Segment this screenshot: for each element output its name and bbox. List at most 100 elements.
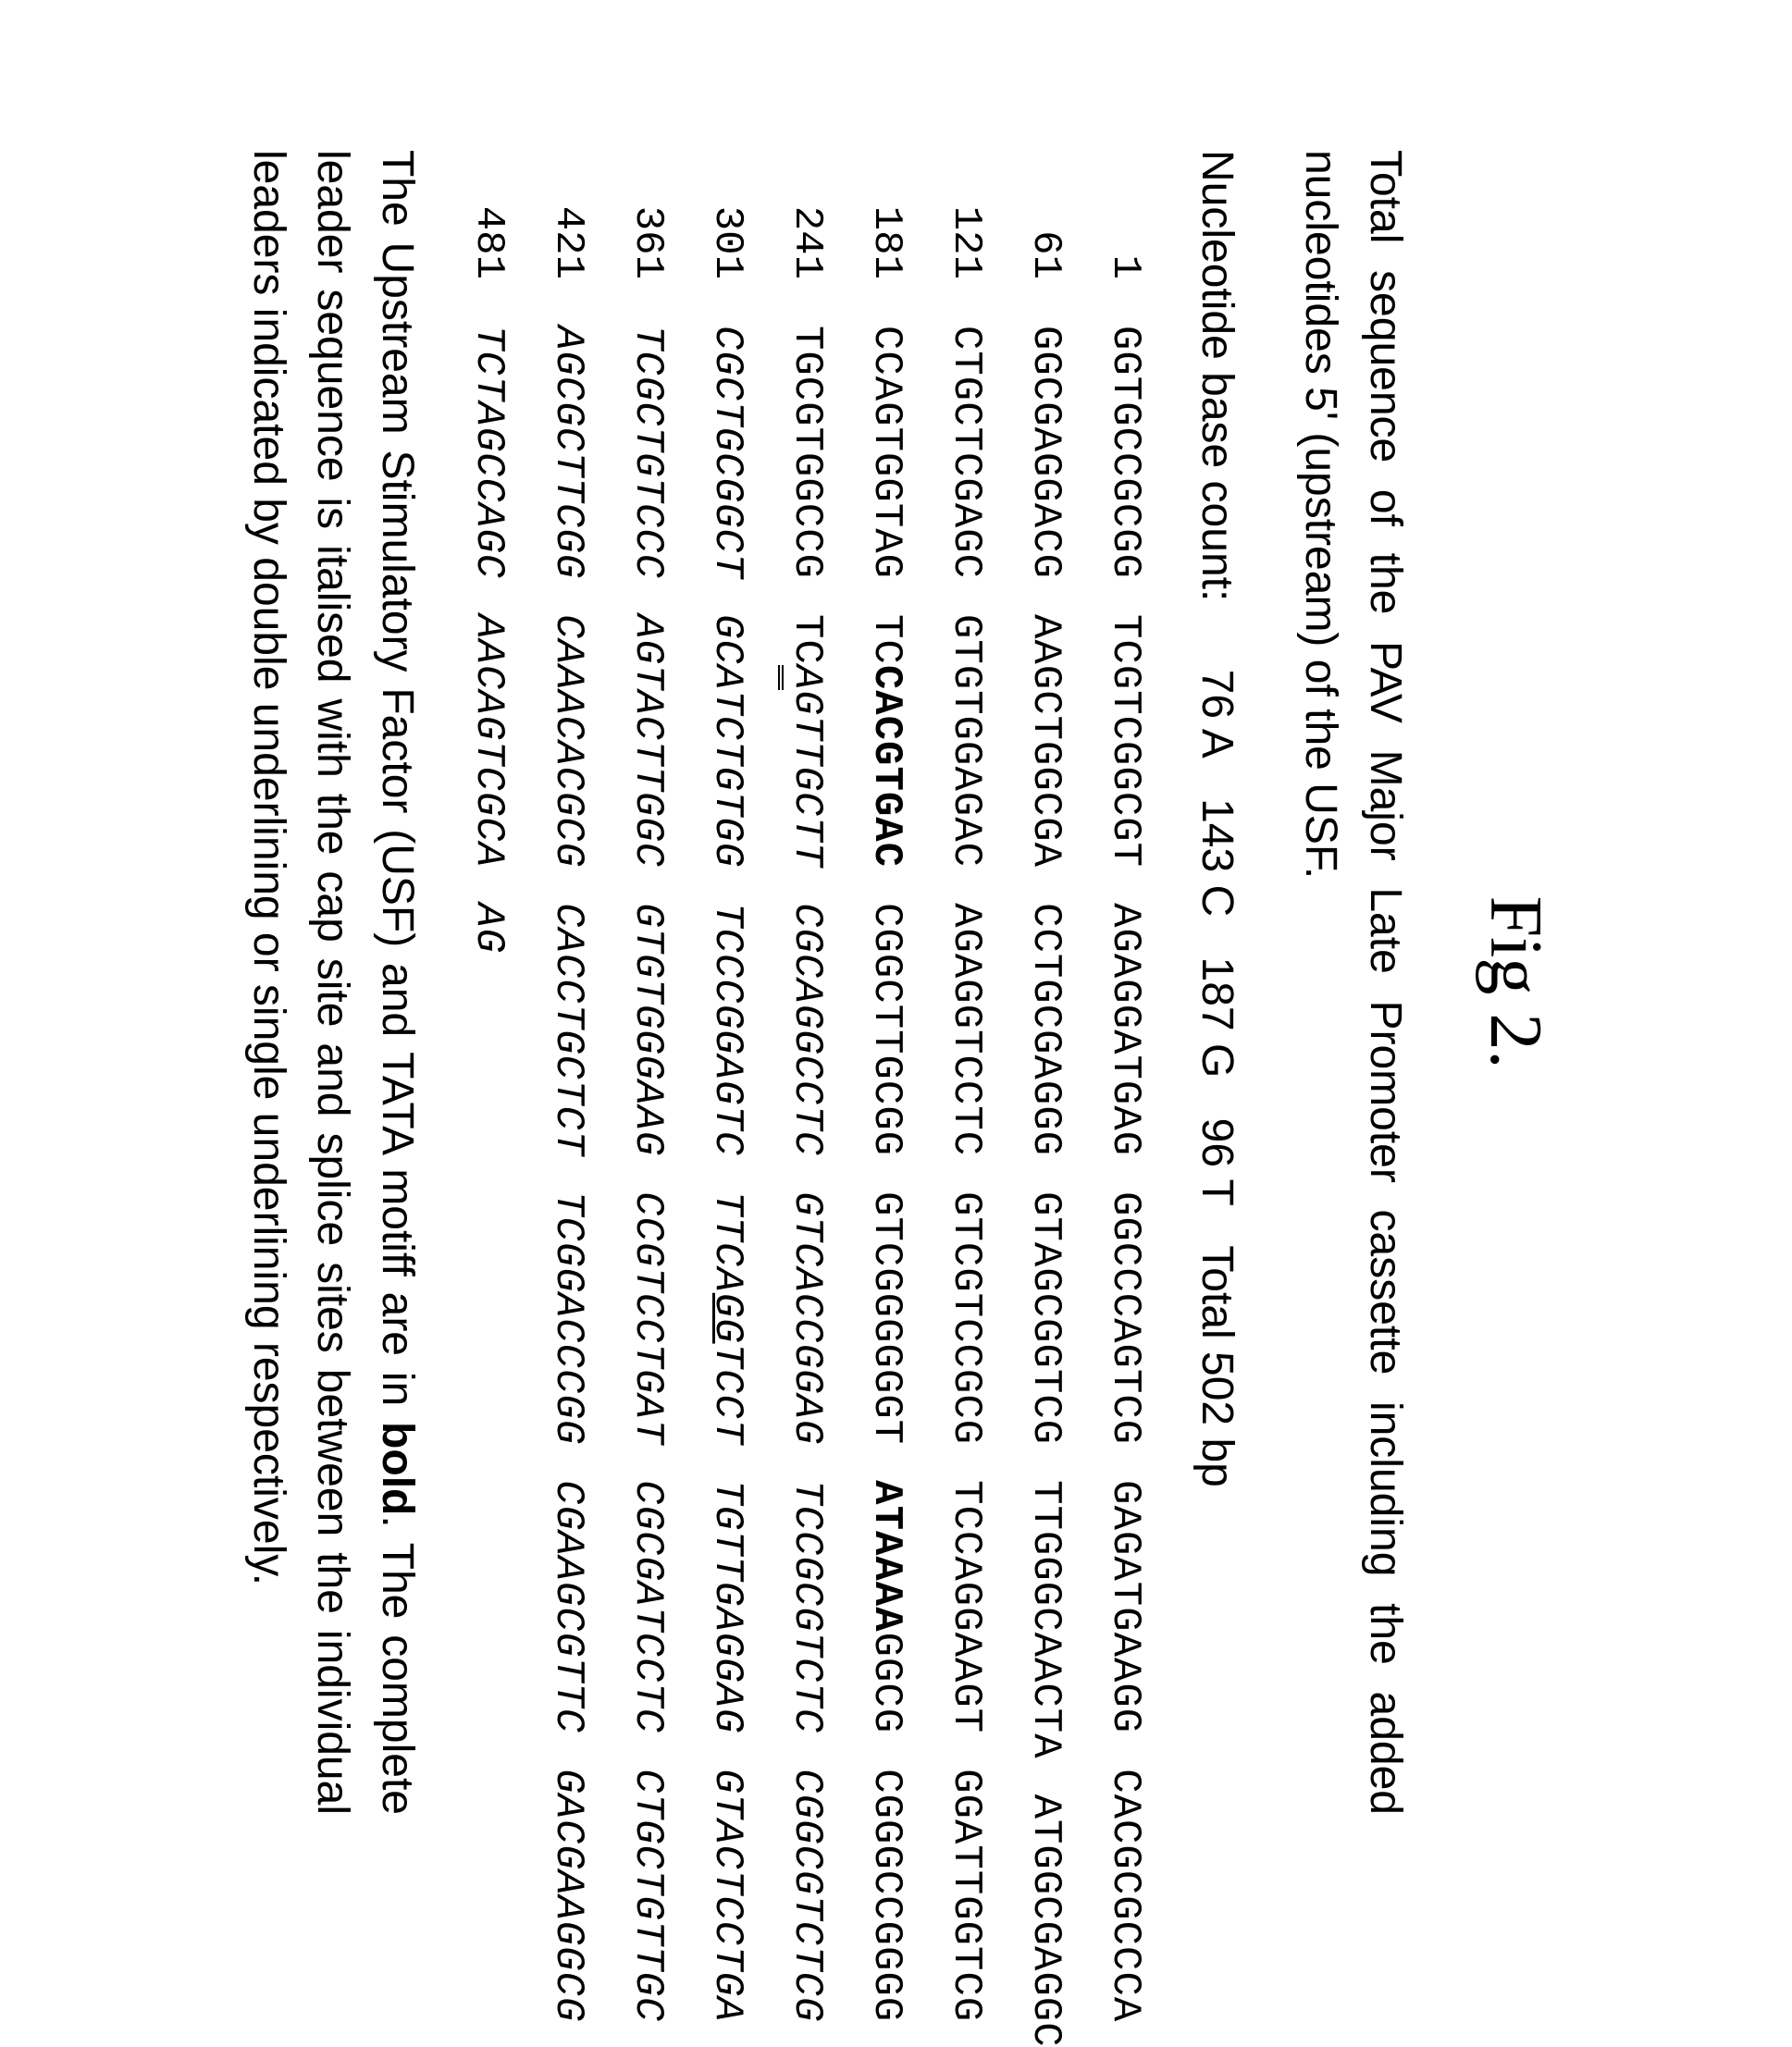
sequence-index: 1: [1104, 150, 1144, 326]
sequence-segment: GTCACCGGAG: [783, 1191, 829, 1445]
sequence-column: AGAGGATGAG: [1104, 903, 1144, 1156]
sequence-segment: CACGTGAC: [862, 664, 908, 867]
sequence-row: 481TCTAGCCAGCAACAGTCGCAAG: [467, 150, 508, 1815]
sequence-segment: CCTGCGAGGG: [1021, 903, 1068, 1156]
sequence-column: TCCCGGAGTC: [706, 903, 747, 1156]
sequence-column: TCCACGTGAC: [865, 614, 906, 868]
sequence-segment: TCGGACCCGG: [544, 1191, 590, 1445]
sequence-segment: GGCGAGGACG: [1021, 326, 1068, 579]
sequence-column: GTACTCCTGA: [706, 1769, 747, 2022]
sequence-row: 181CCAGTGGTAG TCCACGTGAC CGGCTTGCGG GTCGGGG…: [865, 150, 906, 1815]
sequence-column: GGATTGGTCG: [945, 1769, 985, 2022]
sequence-column: TCGCTGTCCC: [626, 326, 667, 579]
sequence-column: GTGTGGGAAG: [626, 903, 667, 1156]
count-g: 187 G: [1192, 956, 1241, 1078]
sequence-column: GGCGAGGACG: [1024, 326, 1065, 579]
count-a: 76 A: [1192, 669, 1241, 758]
sequence-segment: GTCGGGGGGT: [862, 1191, 908, 1445]
sequence-block: 1GGTGCCGCGGTCGTCGGCGTAGAGGATGAGGGCCCAGTC…: [467, 150, 1144, 1815]
sequence-column: AGTACTTGGC: [626, 614, 667, 868]
sequence-segment: ATAAAA: [862, 1480, 908, 1632]
sequence-segment: GACGAAGGCG: [544, 1769, 590, 2022]
sequence-column: TTGGGCAACTA: [1024, 1480, 1065, 1758]
sequence-column: CCGTCCTGAT: [626, 1191, 667, 1445]
sequence-segment: TGCGTGGCCG: [783, 326, 829, 579]
sequence-column: CGGGCCGGGG: [865, 1769, 906, 2022]
sequence-segment: A: [777, 664, 829, 689]
figure-label: Fig 2.: [1472, 150, 1556, 1815]
sequence-segment: AGAGGATGAG: [1101, 903, 1147, 1156]
sequence-column: ATAAAAGGCG: [865, 1480, 906, 1733]
sequence-column: AACAGTCGCA: [467, 614, 508, 868]
sequence-segment: GTCGTCCGCG: [942, 1191, 988, 1445]
sequence-segment: AACAGTCGCA: [464, 614, 511, 868]
sequence-segment: CTGCTGTTGC: [624, 1769, 670, 2022]
sequence-index: 121: [945, 150, 985, 326]
sequence-segment: CTGCTCGAGC: [942, 326, 988, 579]
sequence-columns: CGCTGCGGCTGCATCTGTGGTCCCGGAGTCTTCAGGTCCT…: [706, 326, 747, 2022]
sequence-column: TGCGTGGCCG: [785, 326, 826, 579]
sequence-segment: AGAGGTCCTC: [942, 903, 988, 1156]
sequence-columns: CCAGTGGTAG TCCACGTGAC CGGCTTGCGG GTCGGGGGGT…: [865, 326, 906, 2022]
sequence-column: GTCGGGGGGT: [865, 1191, 906, 1445]
sequence-columns: AGCGCTTCGG CAAACACGCG CACCTGCTCT TCGGACCCGG…: [547, 326, 587, 2022]
sequence-segment: GGATTGGTCG: [942, 1769, 988, 2022]
sequence-segment: GGCCCAGTCG: [1101, 1191, 1147, 1445]
sequence-segment: AAGCTGGCGA: [1021, 614, 1068, 868]
sequence-columns: GGTGCCGCGGTCGTCGGCGTAGAGGATGAGGGCCCAGTCG…: [1104, 326, 1144, 2022]
sequence-column: AGCGCTTCGG: [547, 326, 587, 579]
sequence-column: CACCTGCTCT: [547, 903, 587, 1156]
sequence-segment: GTACTCCTGA: [703, 1769, 749, 2022]
sequence-segment: TTCA: [703, 1191, 749, 1293]
sequence-segment: GTTGCTT: [783, 690, 829, 868]
sequence-row: 241TGCGTGGCCGTCAGTTGCTTCGCAGGCCTCGTCACCG…: [785, 150, 826, 1815]
sequence-column: GTGTGGAGAC: [945, 614, 985, 868]
sequence-column: CCAGTGGTAG: [865, 326, 906, 579]
sequence-column: GAGATGAAGG: [1104, 1480, 1144, 1733]
sequence-column: CGCTGCGGCT: [706, 326, 747, 579]
sequence-column: AGAGGTCCTC: [945, 903, 985, 1156]
sequence-columns: TCGCTGTCCC AGTACTTGGC GTGTGGGAAG CCGTCCTGAT…: [626, 326, 667, 2022]
sequence-index: 301: [706, 150, 747, 326]
sequence-column: CTGCTGTTGC: [626, 1769, 667, 2022]
sequence-segment: TCGCTGTCCC: [624, 326, 670, 579]
sequence-column: TGTTGAGGAG: [706, 1480, 747, 1733]
sequence-segment: CAAACACGCG: [544, 614, 590, 868]
sequence-segment: CACGCGCCCA: [1101, 1769, 1147, 2022]
sequence-segment: TC: [783, 614, 829, 665]
sequence-segment: TGTTGAGGAG: [703, 1480, 749, 1733]
sequence-segment: GG: [703, 1292, 749, 1343]
sequence-column: GCATCTGTGG: [706, 614, 747, 868]
base-count-label: Nucleotide base count:: [1192, 150, 1241, 601]
count-total: Total 502 bp: [1192, 1245, 1241, 1487]
sequence-column: GGCCCAGTCG: [1104, 1191, 1144, 1445]
base-count-line: Nucleotide base count: 76 A 143 C 187 G …: [1191, 150, 1242, 1815]
count-c: 143 C: [1192, 798, 1241, 917]
sequence-column: GTCGTCCGCG: [945, 1191, 985, 1445]
sequence-column: CGGCTTGCGG: [865, 903, 906, 1156]
sequence-index: 181: [865, 150, 906, 326]
sequence-column: CGCAGGCCTC: [785, 903, 826, 1156]
sequence-columns: GGCGAGGACGAAGCTGGCGACCTGCGAGGGGTAGCGGTCG…: [1024, 326, 1065, 2047]
sequence-column: ATGGCGAGGC: [1024, 1794, 1065, 2047]
sequence-column: CGCGATCCTC: [626, 1480, 667, 1733]
count-t: 96 T: [1192, 1117, 1241, 1205]
figure-page: Fig 2. Total sequence of the PAV Major L…: [236, 150, 1557, 1815]
sequence-column: AAGCTGGCGA: [1024, 614, 1065, 868]
sequence-row: 421AGCGCTTCGGCAAACACGCGCACCTGCTCTTCGGACC…: [547, 150, 587, 1815]
sequence-columns: CTGCTCGAGC GTGTGGAGAC AGAGGTCCTC GTCGTCCGCG…: [945, 326, 985, 2022]
sequence-segment: CGGGCCGGGG: [862, 1769, 908, 2022]
sequence-column: TCAGTTGCTT: [785, 614, 826, 868]
sequence-segment: TTGGGCAACTA: [1021, 1480, 1068, 1758]
sequence-index: 361: [626, 150, 667, 326]
sequence-segment: CGCAGGCCTC: [783, 903, 829, 1156]
sequence-columns: TGCGTGGCCG TCAGTTGCTT CGCAGGCCTC GTCACCGGAG…: [785, 326, 826, 2022]
sequence-column: CGAAGCGTTC: [547, 1480, 587, 1733]
sequence-column: GTCACCGGAG: [785, 1191, 826, 1445]
sequence-segment: GGCG: [862, 1632, 908, 1733]
sequence-column: CACGCGCCCA: [1104, 1769, 1144, 2022]
sequence-segment: ATGGCGAGGC: [1021, 1794, 1068, 2047]
sequence-column: TCGGACCCGG: [547, 1191, 587, 1445]
sequence-column: AG: [467, 903, 508, 954]
sequence-column: TCGTCGGCGT: [1104, 614, 1144, 868]
